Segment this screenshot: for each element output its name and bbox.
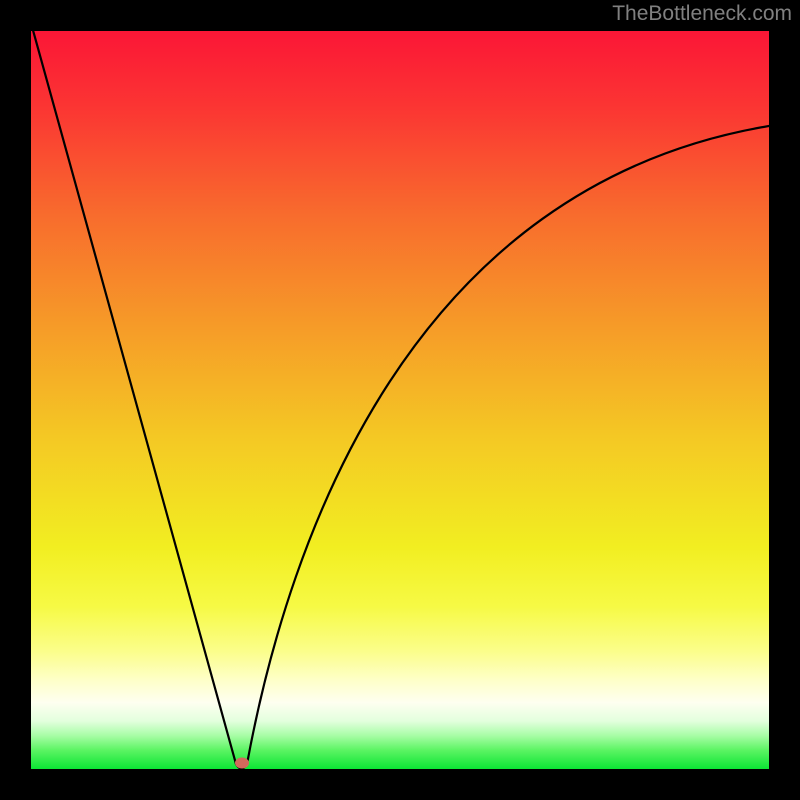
chart-container: TheBottleneck.com xyxy=(0,0,800,800)
curve-path xyxy=(31,31,769,769)
optimum-marker xyxy=(235,758,249,769)
bottleneck-curve xyxy=(31,31,769,769)
watermark-text: TheBottleneck.com xyxy=(612,2,792,26)
plot-area xyxy=(31,31,769,769)
